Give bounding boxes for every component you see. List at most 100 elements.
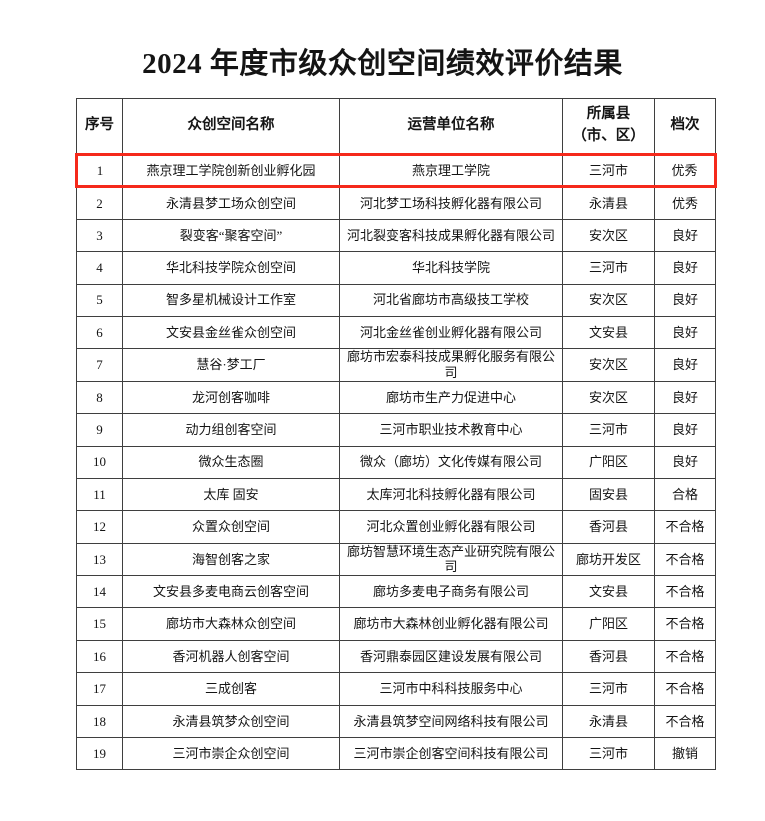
cell-operator: 廊坊多麦电子商务有限公司: [339, 575, 563, 609]
table-row: 5 智多星机械设计工作室 河北省廊坊市高级技工学校 安次区 良好: [76, 283, 716, 317]
cell-index: 4: [76, 251, 123, 285]
cell-county: 香河县: [562, 510, 655, 544]
cell-index: 1: [75, 152, 123, 189]
cell-index: 18: [76, 704, 123, 739]
cell-index: 6: [76, 315, 123, 350]
cell-grade: 良好: [654, 283, 716, 317]
evaluation-results-table: 序号 众创空间名称 运营单位名称 所属县 （市、区） 档次 1 燕京理工学院创新创业孵化园…: [75, 98, 717, 771]
table-row: 2 永清县梦工场众创空间 河北梦工场科技孵化器有限公司 永清县 优秀: [76, 186, 716, 220]
table-row: 10 微众生态圈 微众（廊坊）文化传媒有限公司 广阳区 良好: [76, 445, 716, 479]
table-row: 13 海智创客之家 廊坊智慧环境生态产业研究院有限公司 廊坊开发区 不合格: [76, 542, 716, 577]
cell-county: 广阳区: [562, 607, 655, 641]
cell-space-name: 裂变客“聚客空间”: [122, 218, 340, 253]
cell-space-name: 动力组创客空间: [122, 413, 340, 447]
cell-index: 13: [76, 542, 123, 577]
column-header-county: 所属县 （市、区）: [562, 98, 655, 155]
cell-county: 三河市: [562, 413, 655, 447]
cell-grade: 不合格: [654, 542, 716, 577]
table-row: 8 龙河创客咖啡 廊坊市生产力促进中心 安次区 良好: [76, 380, 716, 415]
cell-index: 14: [76, 575, 123, 609]
cell-index: 11: [76, 477, 123, 512]
cell-operator: 香河鼎泰园区建设发展有限公司: [339, 639, 563, 674]
cell-operator: 廊坊市生产力促进中心: [339, 380, 563, 415]
cell-space-name: 智多星机械设计工作室: [122, 283, 340, 317]
cell-operator: 河北金丝雀创业孵化器有限公司: [339, 315, 563, 350]
cell-county: 固安县: [562, 477, 655, 512]
cell-operator: 廊坊市宏泰科技成果孵化服务有限公司: [339, 348, 563, 382]
cell-operator: 微众（廊坊）文化传媒有限公司: [339, 445, 563, 479]
cell-grade: 良好: [654, 413, 716, 447]
cell-space-name: 廊坊市大森林众创空间: [122, 607, 340, 641]
table-row: 9 动力组创客空间 三河市职业技术教育中心 三河市 良好: [76, 413, 716, 447]
column-header-grade: 档次: [654, 98, 716, 155]
cell-index: 12: [76, 510, 123, 544]
cell-space-name: 永清县筑梦众创空间: [122, 704, 340, 739]
table-row: 6 文安县金丝雀众创空间 河北金丝雀创业孵化器有限公司 文安县 良好: [76, 315, 716, 350]
cell-space-name: 华北科技学院众创空间: [122, 251, 340, 285]
cell-space-name: 文安县多麦电商云创客空间: [122, 575, 340, 609]
cell-grade: 不合格: [654, 672, 716, 706]
cell-grade: 撤销: [654, 737, 716, 771]
cell-county: 安次区: [562, 218, 655, 253]
cell-space-name: 三河市崇企众创空间: [122, 737, 340, 771]
cell-operator: 华北科技学院: [339, 251, 563, 285]
cell-space-name: 香河机器人创客空间: [122, 639, 340, 674]
table-header-row: 序号 众创空间名称 运营单位名称 所属县 （市、区） 档次: [76, 98, 716, 155]
cell-grade: 良好: [654, 348, 716, 382]
cell-operator: 三河市崇企创客空间科技有限公司: [339, 737, 563, 771]
cell-space-name: 文安县金丝雀众创空间: [122, 315, 340, 350]
cell-county: 永清县: [562, 186, 655, 220]
cell-county: 三河市: [562, 672, 655, 706]
table-row: 11 太库 固安 太库河北科技孵化器有限公司 固安县 合格: [76, 477, 716, 512]
cell-operator: 河北省廊坊市高级技工学校: [339, 283, 563, 317]
cell-grade: 良好: [654, 251, 716, 285]
cell-grade: 良好: [654, 380, 716, 415]
table-row: 15 廊坊市大森林众创空间 廊坊市大森林创业孵化器有限公司 广阳区 不合格: [76, 607, 716, 641]
table-row-highlighted: 1 燕京理工学院创新创业孵化园 燕京理工学院 三河市 优秀: [75, 152, 717, 189]
table-row: 17 三成创客 三河市中科科技服务中心 三河市 不合格: [76, 672, 716, 706]
cell-grade: 不合格: [654, 704, 716, 739]
cell-operator: 三河市中科科技服务中心: [339, 672, 563, 706]
cell-county: 安次区: [562, 380, 655, 415]
cell-county: 三河市: [562, 737, 655, 771]
cell-county: 廊坊开发区: [562, 542, 655, 577]
cell-space-name: 慧谷·梦工厂: [122, 348, 340, 382]
cell-county: 永清县: [562, 704, 655, 739]
cell-index: 7: [76, 348, 123, 382]
cell-county: 香河县: [562, 639, 655, 674]
cell-operator: 燕京理工学院: [339, 152, 563, 189]
cell-space-name: 永清县梦工场众创空间: [122, 186, 340, 220]
cell-index: 19: [76, 737, 123, 771]
cell-index: 8: [76, 380, 123, 415]
cell-operator: 廊坊市大森林创业孵化器有限公司: [339, 607, 563, 641]
table-row: 3 裂变客“聚客空间” 河北裂变客科技成果孵化器有限公司 安次区 良好: [76, 218, 716, 253]
cell-operator: 河北众置创业孵化器有限公司: [339, 510, 563, 544]
cell-county: 广阳区: [562, 445, 655, 479]
cell-space-name: 微众生态圈: [122, 445, 340, 479]
table-row: 7 慧谷·梦工厂 廊坊市宏泰科技成果孵化服务有限公司 安次区 良好: [76, 348, 716, 382]
cell-grade: 合格: [654, 477, 716, 512]
cell-index: 3: [76, 218, 123, 253]
table-row: 4 华北科技学院众创空间 华北科技学院 三河市 良好: [76, 251, 716, 285]
column-header-operator: 运营单位名称: [339, 98, 563, 155]
cell-county: 三河市: [562, 251, 655, 285]
cell-space-name: 众置众创空间: [122, 510, 340, 544]
cell-operator: 廊坊智慧环境生态产业研究院有限公司: [339, 542, 563, 577]
cell-county: 安次区: [562, 283, 655, 317]
cell-space-name: 三成创客: [122, 672, 340, 706]
cell-grade: 不合格: [654, 607, 716, 641]
page-title: 2024 年度市级众创空间绩效评价结果: [142, 48, 623, 80]
cell-space-name: 燕京理工学院创新创业孵化园: [122, 152, 340, 189]
cell-county: 安次区: [562, 348, 655, 382]
column-header-space-name: 众创空间名称: [122, 98, 340, 155]
cell-county: 三河市: [562, 152, 655, 189]
cell-grade: 良好: [654, 218, 716, 253]
cell-index: 16: [76, 639, 123, 674]
cell-grade: 良好: [654, 445, 716, 479]
table-row: 12 众置众创空间 河北众置创业孵化器有限公司 香河县 不合格: [76, 510, 716, 544]
cell-county: 文安县: [562, 575, 655, 609]
cell-operator: 河北梦工场科技孵化器有限公司: [339, 186, 563, 220]
cell-index: 2: [76, 186, 123, 220]
cell-operator: 永清县筑梦空间网络科技有限公司: [339, 704, 563, 739]
